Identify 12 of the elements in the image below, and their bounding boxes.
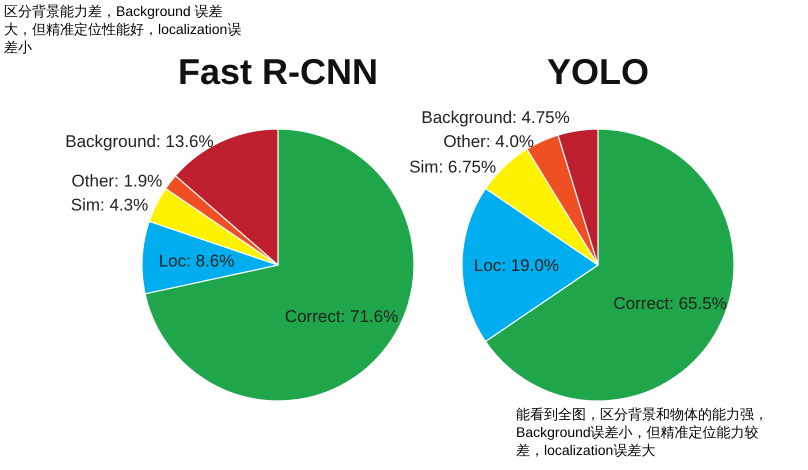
slice-label: Loc: 19.0% xyxy=(474,256,559,275)
slice-label: Sim: 4.3% xyxy=(70,195,148,214)
chart-title: YOLO xyxy=(546,51,650,92)
slice-label: Loc: 8.6% xyxy=(158,251,234,270)
slice-label: Sim: 6.75% xyxy=(409,158,496,177)
text: 能看到全图，区分背景和物体的能力强，Background误差小，但精准定位能力较差，localization误差大 xyxy=(516,405,769,459)
slice-label: Background: 4.75% xyxy=(421,108,570,128)
slice-label: Correct: 65.5% xyxy=(613,294,727,314)
slice-label: Background: 13.6% xyxy=(65,132,214,152)
slice-label: Correct: 71.6% xyxy=(284,307,398,326)
slice-label: Other: 4.0% xyxy=(443,132,534,152)
slice-label: Other: 1.9% xyxy=(72,171,162,190)
